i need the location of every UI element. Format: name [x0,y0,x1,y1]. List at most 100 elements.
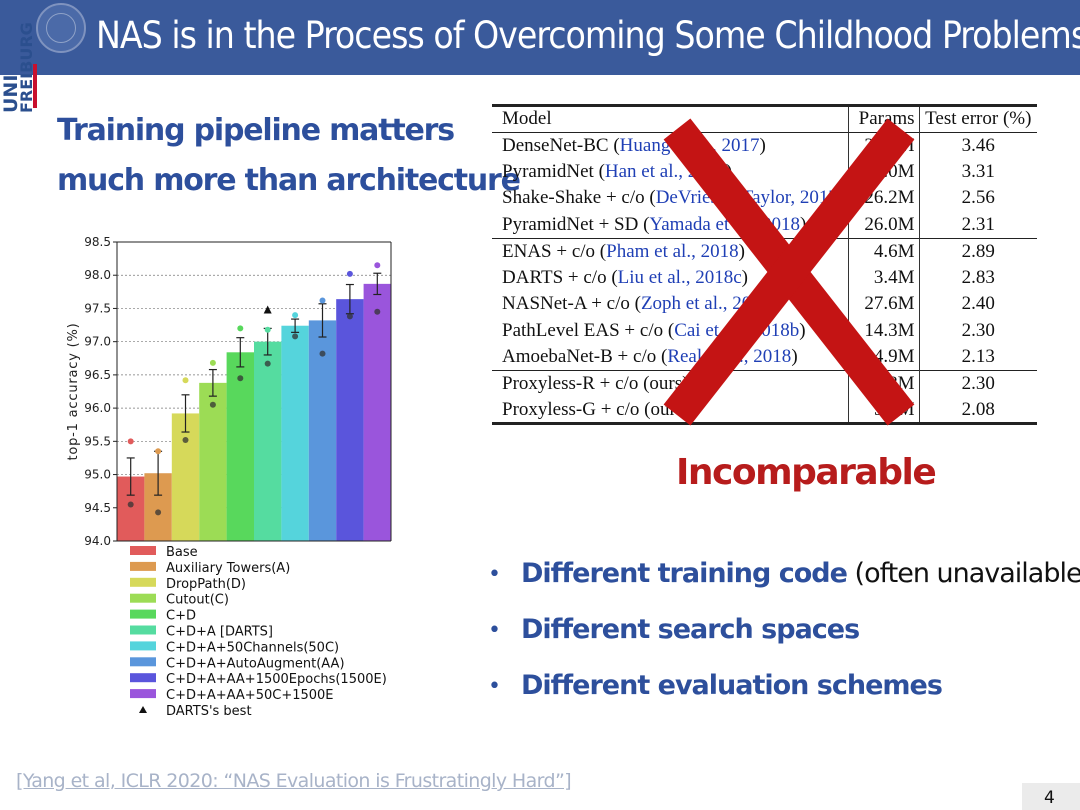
error-cell: 2.30 [918,370,1037,397]
error-cell: 2.31 [918,211,1037,238]
run-point-min [346,313,353,320]
legend-swatch [130,689,156,699]
table-row: DARTS + c/o (Liu et al., 2018c) 3.4M 2.83 [492,264,1037,291]
run-point-max [127,438,134,445]
table-row: PathLevel EAS + c/o (Cai et al., 2018b)1… [492,317,1037,344]
run-point-min [374,308,381,315]
y-tick-label: 96.0 [84,401,111,415]
university-logo: UNI FREIBURG [0,22,36,149]
run-point-max [319,297,326,304]
bar [226,352,254,541]
run-point-min [319,350,326,357]
subtitle-line-1: Training pipeline matters [57,113,455,148]
params-cell: 14.3M [848,317,920,344]
params-cell: 27.6M [848,291,920,318]
run-point-min [292,333,299,340]
run-point-min [237,375,244,382]
table-row: ENAS + c/o (Pham et al., 2018) 4.6M 2.89 [492,237,1037,265]
error-cell: 2.89 [918,237,1037,265]
legend-label: Base [166,545,198,560]
legend-swatch [130,625,156,635]
run-point-min [182,437,189,444]
legend-swatch [130,561,156,571]
bullet-bold-text: Different training code [521,558,848,589]
y-tick-label: 94.0 [84,534,111,548]
error-cell: 2.13 [918,344,1037,371]
y-tick-label: 94.5 [84,501,111,515]
model-cell: Proxyless-R + c/o (ours) [492,370,849,397]
citation-link[interactable]: Zoph et al., 2018 [640,293,771,315]
bar [171,413,200,541]
legend-label: C+D+A+AutoAugment(AA) [166,656,345,671]
run-point-max [374,262,381,269]
run-point-max [346,270,353,277]
table-header-cell: Test error (%) [918,104,1037,132]
y-tick-label: 97.0 [84,335,111,349]
legend-label: C+D+A+AA+1500Epochs(1500E) [166,672,387,687]
legend-swatch [130,609,156,619]
reference-link[interactable]: [Yang et al, ICLR 2020: “NAS Evaluation … [16,770,572,792]
params-cell: 4.6M [848,237,920,265]
bullet-bold-text: Different evaluation schemes [521,670,943,701]
run-point-max [237,325,244,332]
table-header-row: Model Params Test error (%) [492,104,1037,132]
model-cell: Shake-Shake + c/o (DeVries & Taylor, 201… [502,187,844,209]
legend-label: C+D [166,609,196,624]
y-tick-label: 95.0 [84,468,111,482]
header-bar: NAS is in the Process of Overcoming Some… [0,0,1080,75]
params-cell: 3.4M [848,264,920,291]
legend-swatch [130,657,156,667]
darts-best-marker [263,305,272,314]
legend-swatch [130,593,156,603]
bar [199,382,227,541]
y-tick-label: 98.0 [84,268,111,282]
bullet-rest-text: (often unavailable) [846,558,1080,589]
model-cell: ENAS + c/o (Pham et al., 2018) [492,237,849,265]
legend-swatch [130,673,156,683]
run-point-min [155,509,162,516]
bullet-dot-icon: • [488,674,501,699]
y-tick-label: 95.5 [84,434,111,448]
bullet-bold-text: Different search spaces [521,614,860,645]
legend-swatch [130,577,156,587]
accuracy-bar-chart: 94.0 94.5 95.0 95.5 96.0 96.5 97.0 97.5 98.0 98.5… [66,235,392,719]
y-tick-label: 98.5 [84,235,111,249]
error-cell: 2.30 [918,317,1037,344]
table-row: Proxyless-R + c/o (ours)5.8M2.30 [492,370,1037,397]
run-point-min [209,401,216,408]
run-point-max [209,359,216,366]
legend-marker [139,706,147,713]
bar [363,283,391,541]
run-point-min [264,360,271,367]
legend-label: DropPath(D) [166,577,246,592]
red-cross-icon [663,118,915,426]
legend-label: C+D+A+AA+50C+1500E [166,688,334,703]
citation-link[interactable]: Liu et al., 2018c [617,266,742,288]
table-row: NASNet-A + c/o (Zoph et al., 2018) 27.6M2… [492,291,1037,318]
error-cell: 3.31 [918,158,1037,185]
y-tick-label: 97.5 [84,301,111,315]
bullet-dot-icon: • [488,618,501,643]
run-point-max [292,312,299,319]
legend-label: Cutout(C) [166,593,229,608]
logo-accent-bar [33,64,37,108]
citation-link[interactable]: Pham et al., 2018 [606,240,739,262]
error-cell: 2.83 [918,264,1037,291]
university-seal-icon [36,3,86,53]
y-tick-label: 96.5 [84,368,111,382]
legend-label: DARTS's best [166,704,252,719]
run-point-max [264,326,271,333]
y-axis-label: top-1 accuracy (%) [66,322,81,460]
page-number-box [1022,783,1080,810]
error-cell: 3.46 [918,131,1037,159]
logo-freiburg: FREIBURG [17,22,36,113]
model-cell: NASNet-A + c/o (Zoph et al., 2018) [502,293,777,315]
bar [336,299,364,541]
bar [254,341,282,541]
run-point-min [127,501,134,508]
bullet-dot-icon: • [488,562,501,587]
slide-title: NAS is in the Process of Overcoming Some… [96,14,1080,57]
error-cell: 2.40 [918,291,1037,318]
legend-swatch [130,641,156,651]
bar [281,325,309,541]
